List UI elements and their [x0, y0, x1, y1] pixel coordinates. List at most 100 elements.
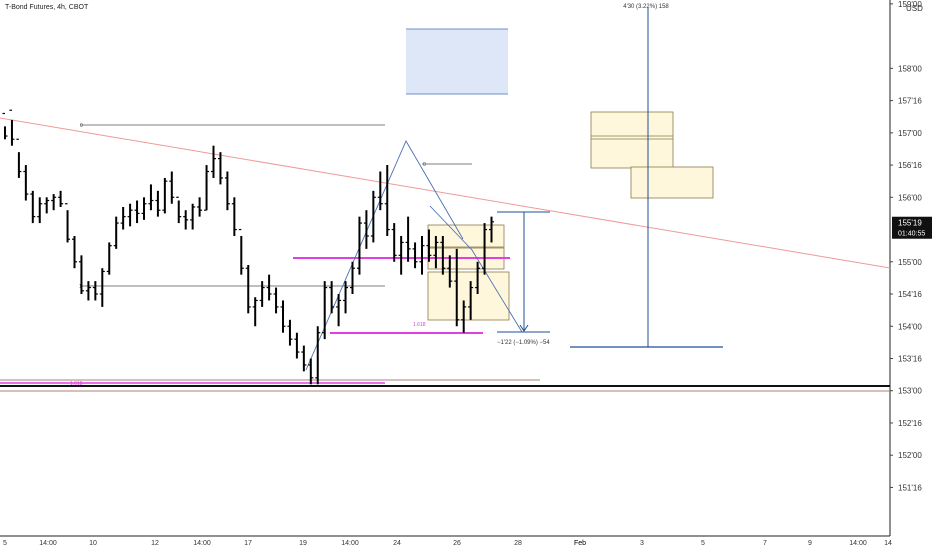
ohlc-bar — [37, 197, 43, 224]
ohlc-bar — [398, 235, 404, 275]
ohlc-bar — [65, 203, 71, 243]
ohlc-bar — [259, 281, 265, 307]
ohlc-bar — [238, 228, 244, 275]
trend-line — [0, 117, 891, 269]
ohlc-bar — [120, 206, 126, 230]
x-tick-label: 9 — [808, 540, 812, 547]
ohlc-bar — [58, 190, 64, 207]
y-tick-label: 151'16 — [898, 483, 922, 492]
ohlc-bar — [190, 203, 196, 230]
ohlc-bar — [489, 216, 494, 243]
x-tick-label: 12 — [151, 540, 159, 547]
ohlc-bar — [384, 165, 390, 236]
ohlc-bar — [204, 165, 210, 211]
x-tick-label: 17 — [244, 540, 252, 547]
ohlc-bar — [447, 255, 453, 288]
ohlc-bar — [391, 223, 397, 262]
ohlc-bar — [266, 274, 272, 301]
y-tick-label: 152'16 — [898, 419, 922, 428]
ohlc-bar — [363, 210, 369, 249]
ohlc-bar — [44, 197, 50, 214]
x-tick-label: 14:00 — [341, 540, 359, 547]
ohlc-bar — [183, 210, 189, 230]
ohlc-bar — [16, 138, 22, 178]
ohlc-bar — [2, 112, 8, 140]
ohlc-bar — [426, 229, 432, 262]
x-tick-label: 28 — [514, 540, 522, 547]
x-tick-label: 3 — [640, 540, 644, 547]
x-tick-label: 14:00 — [849, 540, 867, 547]
ohlc-bar — [377, 171, 383, 211]
y-tick-label: 155'00 — [898, 258, 922, 267]
y-tick-label: 153'00 — [898, 387, 922, 396]
x-tick-label: 10 — [89, 540, 97, 547]
ohlc-bar — [231, 197, 237, 236]
ohlc-bar — [245, 265, 251, 314]
x-tick-label: 14:00 — [193, 540, 211, 547]
ohlc-bar — [419, 235, 425, 275]
wave-path — [305, 140, 464, 371]
fib-label: 0 — [80, 123, 83, 129]
ohlc-bar — [336, 294, 342, 327]
ohlc-bar — [482, 223, 488, 275]
ohlc-bar — [322, 281, 328, 340]
ohlc-bar — [224, 171, 230, 211]
zone-box — [630, 166, 714, 199]
ohlc-bar — [211, 145, 216, 178]
ohlc-bar — [127, 203, 133, 227]
y-tick-label: 157'00 — [898, 129, 922, 138]
ohlc-bar — [412, 242, 418, 269]
chart-title: T-Bond Futures, 4h, CBOT — [5, 4, 89, 11]
currency-label: USD — [906, 4, 923, 13]
ohlc-bar — [162, 177, 168, 214]
ohlc-bar — [141, 197, 147, 220]
ohlc-bar — [294, 332, 300, 359]
x-tick-label: 14 — [884, 540, 892, 547]
y-tick-label: 154'16 — [898, 290, 922, 299]
ohlc-bar — [273, 287, 279, 314]
x-tick-label: Feb — [574, 540, 586, 547]
x-tick-label: 5 — [3, 540, 7, 547]
ohlc-bar — [106, 242, 112, 275]
x-tick-label: 7 — [763, 540, 767, 547]
y-tick-label: 157'16 — [898, 97, 922, 106]
ohlc-bar — [176, 196, 182, 224]
price-axis-bg — [890, 0, 932, 550]
y-tick-label: 153'16 — [898, 354, 922, 363]
ohlc-bar — [169, 171, 175, 204]
ohlc-bar — [23, 165, 29, 201]
ohlc-bar — [78, 255, 84, 295]
price-badge — [892, 216, 932, 239]
ohlc-bar — [440, 235, 446, 275]
ohlc-bar — [433, 235, 439, 269]
ohlc-bar — [287, 319, 293, 346]
ohlc-bar — [461, 300, 467, 333]
x-tick-label: 5 — [701, 540, 705, 547]
ohlc-bar — [99, 268, 105, 307]
ohlc-bar — [280, 300, 286, 333]
zone-box — [590, 111, 674, 169]
ohlc-bar — [9, 109, 15, 146]
ohlc-bar — [148, 184, 154, 211]
ohlc-bar — [155, 190, 161, 217]
ohlc-bar — [454, 248, 460, 327]
ohlc-bar — [134, 200, 140, 224]
ohlc-bar — [197, 197, 203, 217]
fib-label: 1.618 — [70, 381, 83, 387]
x-tick-label: 26 — [453, 540, 461, 547]
ohlc-bar — [343, 281, 349, 314]
ohlc-bar — [475, 261, 481, 295]
y-tick-label: 154'00 — [898, 322, 922, 331]
fib-label: 0 — [423, 162, 426, 168]
ohlc-bar — [468, 281, 474, 320]
measure-arrow — [519, 324, 529, 332]
ohlc-bar — [356, 216, 362, 275]
fib-label: 1.618 — [413, 322, 426, 328]
ohlc-bar — [217, 152, 223, 185]
y-tick-label: 158'00 — [898, 64, 922, 73]
zone-box — [427, 271, 510, 321]
ohlc-bar — [370, 190, 376, 243]
ohlc-bar — [308, 358, 314, 385]
